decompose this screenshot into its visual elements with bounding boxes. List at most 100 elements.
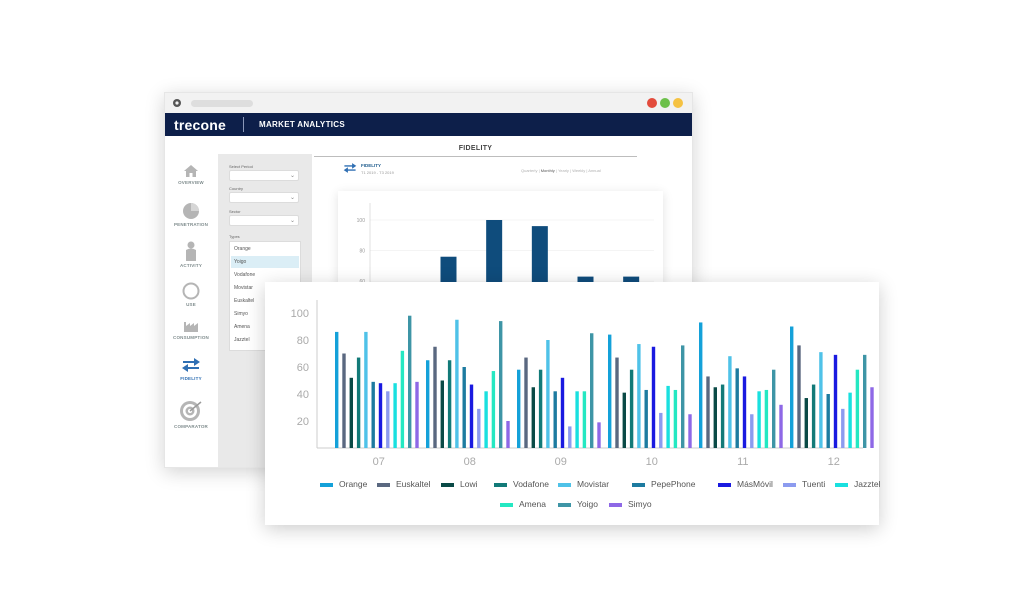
bar (553, 391, 557, 448)
bar (356, 357, 361, 448)
home-icon (184, 165, 198, 177)
bar (855, 369, 860, 448)
x-tick-label: 07 (373, 456, 385, 468)
y-tick-label: 80 (297, 335, 309, 347)
bar (342, 353, 346, 448)
types-label: Types (229, 234, 240, 239)
bar (790, 326, 794, 448)
legend-item[interactable]: Jazztel (835, 479, 880, 489)
select-period-dropdown[interactable]: ⌄ (229, 170, 299, 181)
period-option[interactable]: Yearly (557, 168, 569, 173)
bar (688, 414, 692, 448)
period-option[interactable]: Annual (588, 168, 601, 173)
sidebar-item-label: CONSUMPTION (173, 335, 209, 340)
legend-item[interactable]: Tuenti (783, 479, 825, 489)
bar (622, 392, 626, 448)
period-option-active[interactable]: Monthly (540, 168, 555, 173)
address-bar[interactable] (191, 100, 253, 107)
list-item[interactable]: Jazztel (234, 337, 250, 343)
legend-swatch (500, 502, 513, 507)
bar (797, 345, 801, 448)
legend-item[interactable]: Yoigo (558, 499, 598, 509)
legend-item[interactable]: Movistar (558, 479, 609, 489)
bar (673, 389, 678, 448)
sidebar-item-use[interactable]: USE (165, 282, 217, 307)
list-item[interactable]: Vodafone (234, 272, 256, 278)
sidebar-item-label: USE (186, 302, 196, 307)
sector-dropdown[interactable]: ⌄ (229, 215, 299, 226)
bar (811, 384, 816, 448)
bar (681, 345, 685, 448)
list-item[interactable]: Movistar (234, 285, 253, 291)
list-item[interactable]: Euskaltel (234, 298, 255, 304)
sidebar-item-penetration[interactable]: PENETRATION (165, 202, 217, 227)
bar (386, 391, 390, 448)
sidebar-item-activity[interactable]: ACTIVITY (165, 241, 217, 268)
legend-item[interactable]: Euskaltel (377, 479, 431, 489)
list-item[interactable]: Yoigo (234, 259, 247, 265)
sector-label: Sector (229, 209, 241, 214)
sidebar-item-comparator[interactable]: COMPARATOR (165, 400, 217, 429)
target-icon (180, 401, 202, 421)
circle-icon (182, 282, 200, 300)
bar (848, 392, 852, 448)
legend-item[interactable]: Lowi (441, 479, 477, 489)
app-logo[interactable]: trecone (174, 117, 226, 133)
x-tick-label: 09 (555, 456, 567, 468)
legend-item[interactable]: PepePhone (632, 479, 695, 489)
list-item[interactable]: Amena (234, 324, 250, 330)
bar (826, 394, 830, 448)
country-dropdown[interactable]: ⌄ (229, 192, 299, 203)
bar (491, 371, 496, 448)
bar (590, 333, 594, 448)
sidebar-item-fidelity[interactable]: FIDELITY (165, 356, 217, 381)
legend-label: Amena (519, 499, 546, 509)
legend-swatch (632, 482, 645, 487)
legend-item[interactable]: Amena (500, 499, 546, 509)
sidebar-item-label: FIDELITY (180, 376, 202, 381)
sidebar-item-label: COMPARATOR (174, 424, 208, 429)
sidebar-item-consumption[interactable]: CONSUMPTION (165, 319, 217, 340)
y-tick-label: 100 (357, 218, 366, 224)
bar (560, 377, 565, 448)
minimize-window-button[interactable] (673, 98, 683, 108)
bar (393, 383, 397, 448)
legend-swatch (377, 482, 390, 487)
bar (659, 412, 663, 448)
period-option[interactable]: Weekly (572, 168, 586, 173)
arrows-exchange-icon (182, 358, 200, 372)
maximize-window-button[interactable] (660, 98, 670, 108)
operators-bar-chart: 100 80 60 40 20 07 08 09 10 11 12 (291, 300, 874, 468)
chevron-down-icon: ⌄ (289, 173, 295, 179)
list-item[interactable]: Simyo (234, 311, 248, 317)
legend-label: Tuenti (802, 479, 826, 489)
bar (728, 356, 732, 448)
legend-label: Orange (339, 479, 368, 489)
x-tick-label: 08 (464, 456, 476, 468)
legend-item[interactable]: Vodafone (494, 479, 549, 489)
bar (637, 344, 641, 448)
bar (484, 391, 488, 448)
gear-icon[interactable] (172, 98, 182, 108)
list-item[interactable]: Orange (234, 246, 251, 252)
bar (615, 357, 619, 448)
bar (841, 408, 845, 448)
bar (455, 319, 459, 448)
bar (720, 384, 725, 448)
factory-icon (184, 322, 198, 332)
legend-item[interactable]: Orange (320, 479, 367, 489)
legend-item[interactable]: Simyo (609, 499, 652, 509)
legend-swatch (835, 482, 848, 487)
legend-item[interactable]: MásMóvil (718, 479, 773, 489)
person-icon (186, 241, 196, 261)
bar (757, 391, 761, 448)
chevron-down-icon: ⌄ (289, 195, 295, 201)
x-tick-label: 11 (737, 456, 748, 468)
page-title: FIDELITY (458, 145, 493, 152)
select-period-label: Select Period (229, 164, 253, 169)
sidebar-item-overview[interactable]: OVERVIEW (165, 164, 217, 185)
bar (335, 331, 339, 448)
y-tick-label: 100 (291, 308, 309, 320)
period-option[interactable]: Quarterly (521, 168, 538, 173)
close-window-button[interactable] (647, 98, 657, 108)
